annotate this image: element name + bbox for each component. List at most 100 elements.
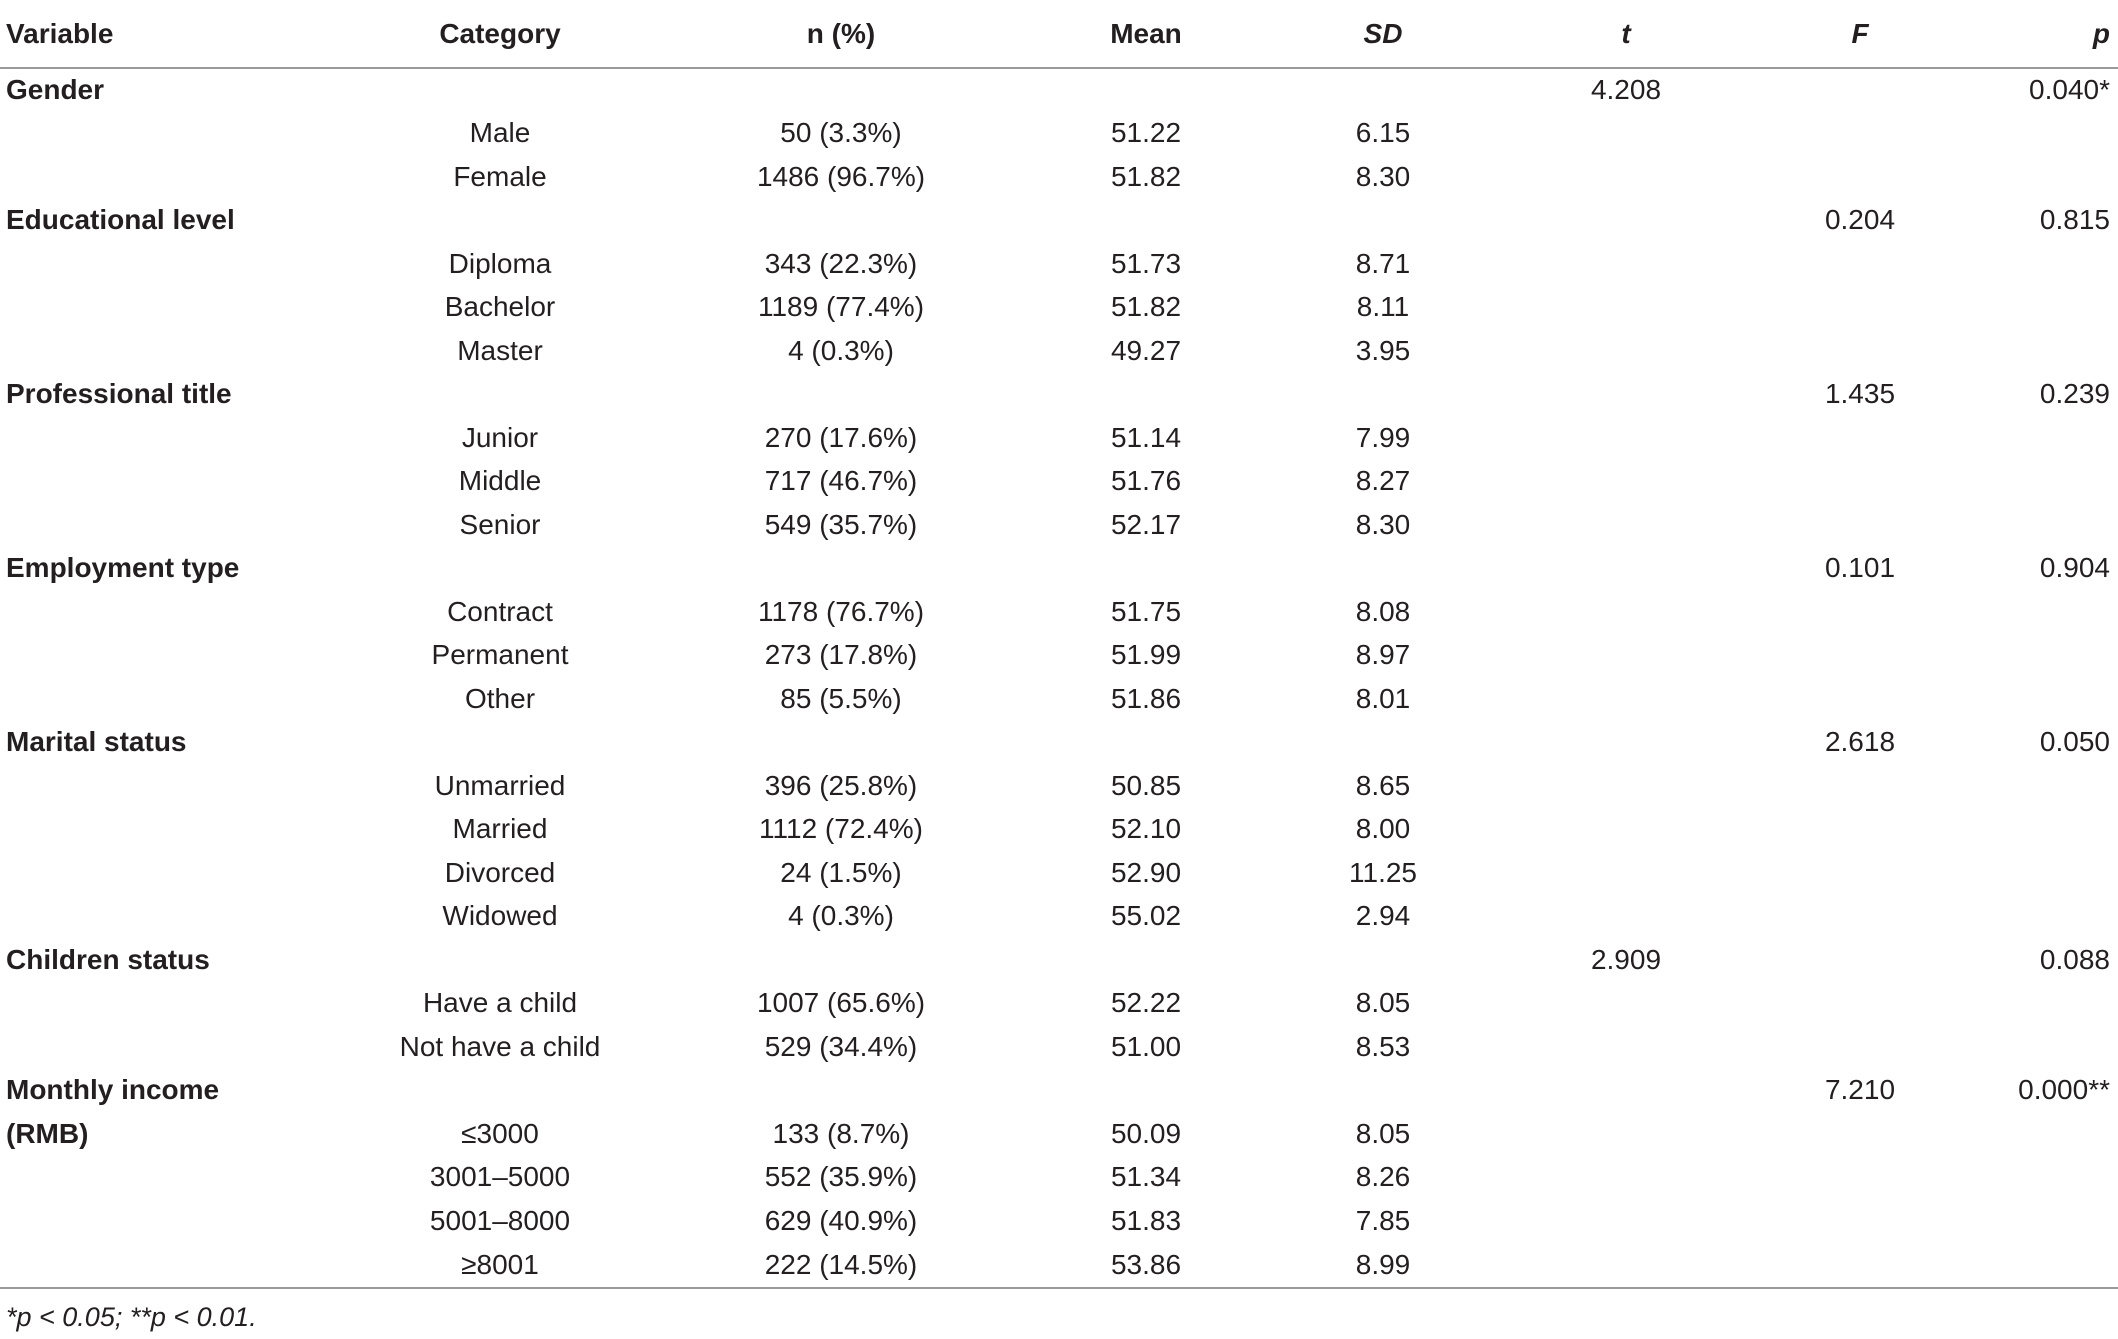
cell-sd: 7.85 [1355, 1204, 1411, 1236]
cell-variable [0, 1025, 350, 1069]
table-row: Other 85 (5.5%) 51.86 8.01 [0, 677, 2118, 721]
cell-n-percent: 133 (8.7%) [772, 1117, 910, 1149]
cell-f [1746, 982, 1974, 1026]
cell-mean [1032, 547, 1260, 591]
cell-variable [0, 1156, 350, 1200]
cell-sd [1260, 938, 1506, 982]
cell-f [1746, 329, 1974, 373]
cell-mean: 49.27 [1110, 334, 1182, 366]
table-row: Marital status 2.618 0.050 [0, 721, 2118, 765]
cell-n-percent: 343 (22.3%) [764, 247, 918, 279]
table-row: Professional title 1.435 0.239 [0, 373, 2118, 417]
cell-t [1506, 1199, 1746, 1243]
cell-t [1506, 1025, 1746, 1069]
table-row: Middle 717 (46.7%) 51.76 8.27 [0, 460, 2118, 504]
cell-p: 0.904 [2039, 552, 2110, 584]
table-row: Monthly income 7.210 0.000** [0, 1069, 2118, 1113]
cell-t [1506, 460, 1746, 504]
cell-mean: 51.99 [1110, 639, 1182, 671]
cell-p [1974, 1199, 2118, 1243]
cell-t [1506, 590, 1746, 634]
cell-sd: 8.30 [1355, 160, 1411, 192]
cell-n-percent [650, 1069, 1032, 1113]
cell-t [1506, 112, 1746, 156]
cell-variable [0, 242, 350, 286]
cell-n-percent: 4 (0.3%) [788, 334, 894, 366]
cell-f: 0.101 [1824, 552, 1896, 584]
cell-mean: 51.22 [1110, 117, 1182, 149]
table-row: Contract 1178 (76.7%) 51.75 8.08 [0, 590, 2118, 634]
cell-variable [0, 155, 350, 199]
cell-category: ≥8001 [350, 1242, 650, 1289]
cell-f [1746, 112, 1974, 156]
cell-category [350, 547, 650, 591]
cell-n-percent [650, 721, 1032, 765]
cell-sd [1260, 199, 1506, 243]
cell-sd: 2.94 [1355, 900, 1411, 932]
cell-n-percent: 529 (34.4%) [764, 1030, 918, 1062]
header-p: p [1974, 0, 2118, 69]
cell-category: Master [457, 334, 543, 366]
cell-t [1506, 416, 1746, 460]
cell-variable: Professional title [6, 378, 232, 410]
table-header: Variable Category n (%) Mean SD t F p [0, 0, 2118, 69]
cell-p [1974, 329, 2118, 373]
cell-t [1506, 1156, 1746, 1200]
cell-n-percent: 1486 (96.7%) [756, 160, 926, 192]
cell-variable [0, 1242, 350, 1289]
cell-sd: 3.95 [1355, 334, 1411, 366]
cell-sd: 8.08 [1355, 595, 1411, 627]
table-row: Junior 270 (17.6%) 51.14 7.99 [0, 416, 2118, 460]
cell-sd: 8.11 [1356, 291, 1410, 323]
cell-p [1974, 677, 2118, 721]
table-row: Employment type 0.101 0.904 [0, 547, 2118, 591]
cell-t [1506, 373, 1746, 417]
cell-n-percent: 273 (17.8%) [764, 639, 918, 671]
cell-p [1974, 155, 2118, 199]
cell-sd: 8.05 [1355, 1117, 1411, 1149]
cell-mean [1032, 1069, 1260, 1113]
cell-sd: 8.26 [1355, 1161, 1411, 1193]
cell-t [1506, 286, 1746, 330]
cell-category: Widowed [442, 900, 558, 932]
table-row: Divorced 24 (1.5%) 52.90 11.25 [0, 851, 2118, 895]
cell-n-percent: 1112 (72.4%) [759, 813, 923, 845]
cell-mean: 52.90 [1110, 856, 1182, 888]
cell-t [1506, 851, 1746, 895]
cell-mean: 55.02 [1110, 900, 1182, 932]
cell-category: Permanent [431, 639, 569, 671]
cell-p [1974, 764, 2118, 808]
cell-category: Male [469, 117, 531, 149]
cell-t [1506, 764, 1746, 808]
cell-category: Senior [459, 508, 541, 540]
cell-n-percent: 1178 (76.7%) [757, 595, 925, 627]
table-row: Bachelor 1189 (77.4%) 51.82 8.11 [0, 286, 2118, 330]
table-row: 3001–5000 552 (35.9%) 51.34 8.26 [0, 1156, 2118, 1200]
cell-f [1746, 590, 1974, 634]
cell-n-percent [650, 547, 1032, 591]
cell-p [1974, 112, 2118, 156]
cell-n-percent: 549 (35.7%) [764, 508, 918, 540]
cell-sd: 8.05 [1355, 987, 1411, 1019]
cell-mean: 51.82 [1110, 160, 1182, 192]
table-row: Children status 2.909 0.088 [0, 938, 2118, 982]
cell-variable [0, 808, 350, 852]
cell-t [1506, 1069, 1746, 1113]
cell-sd: 7.99 [1355, 421, 1411, 453]
cell-p [1974, 286, 2118, 330]
cell-mean [1032, 68, 1260, 112]
cell-mean [1032, 938, 1260, 982]
cell-category: Female [453, 160, 547, 192]
header-row: Variable Category n (%) Mean SD t F p [0, 0, 2118, 69]
cell-category: Junior [461, 421, 539, 453]
cell-sd: 8.53 [1355, 1030, 1411, 1062]
cell-f [1746, 677, 1974, 721]
cell-f: 0.204 [1824, 204, 1896, 236]
cell-sd [1260, 721, 1506, 765]
cell-t: 2.909 [1590, 943, 1662, 975]
cell-n-percent [650, 938, 1032, 982]
cell-variable [0, 112, 350, 156]
cell-mean: 52.22 [1110, 987, 1182, 1019]
cell-variable [0, 982, 350, 1026]
